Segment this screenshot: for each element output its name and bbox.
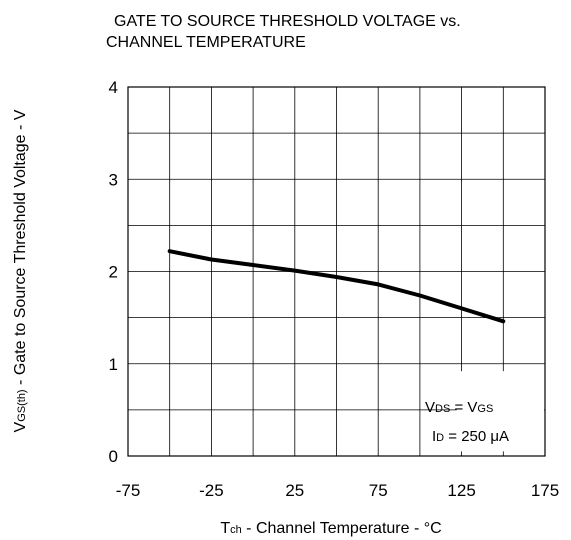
chart-title-line: CHANNEL TEMPERATURE bbox=[106, 34, 306, 51]
annotation-background bbox=[456, 371, 544, 452]
x-tick-label: -25 bbox=[199, 481, 224, 500]
annotation-text: ID = 250 μA bbox=[432, 428, 509, 445]
x-tick-label: 75 bbox=[369, 481, 388, 500]
y-tick-labels: 0 1 2 3 4 bbox=[109, 78, 118, 466]
x-tick-labels: -75 -25 25 75 125 175 bbox=[116, 481, 559, 500]
x-axis-label: Tch - Channel Temperature - °C bbox=[220, 520, 441, 537]
x-tick-label: 175 bbox=[531, 481, 559, 500]
grid bbox=[128, 87, 545, 456]
series-group bbox=[167, 249, 506, 324]
y-axis-label: VGS(th) - Gate to Source Threshold Volta… bbox=[12, 109, 29, 432]
chart-title-line: GATE TO SOURCE THRESHOLD VOLTAGE vs. bbox=[114, 13, 461, 30]
plot-frame bbox=[127, 86, 546, 457]
y-tick-label: 3 bbox=[109, 170, 118, 189]
x-tick-label: 125 bbox=[447, 481, 475, 500]
series-line-0 bbox=[167, 249, 506, 324]
x-tick-label: -75 bbox=[116, 481, 141, 500]
annotation-box bbox=[456, 371, 544, 452]
annotations: VDS = VGS ID = 250 μA bbox=[425, 399, 509, 445]
y-tick-label: 2 bbox=[109, 263, 118, 282]
y-tick-label: 4 bbox=[109, 78, 118, 97]
y-tick-label: 0 bbox=[109, 447, 118, 466]
x-tick-label: 25 bbox=[285, 481, 304, 500]
annotation-text: VDS = VGS bbox=[425, 399, 493, 416]
chart-title: GATE TO SOURCE THRESHOLD VOLTAGE vs. CHAN… bbox=[106, 13, 461, 51]
y-tick-label: 1 bbox=[109, 355, 118, 374]
